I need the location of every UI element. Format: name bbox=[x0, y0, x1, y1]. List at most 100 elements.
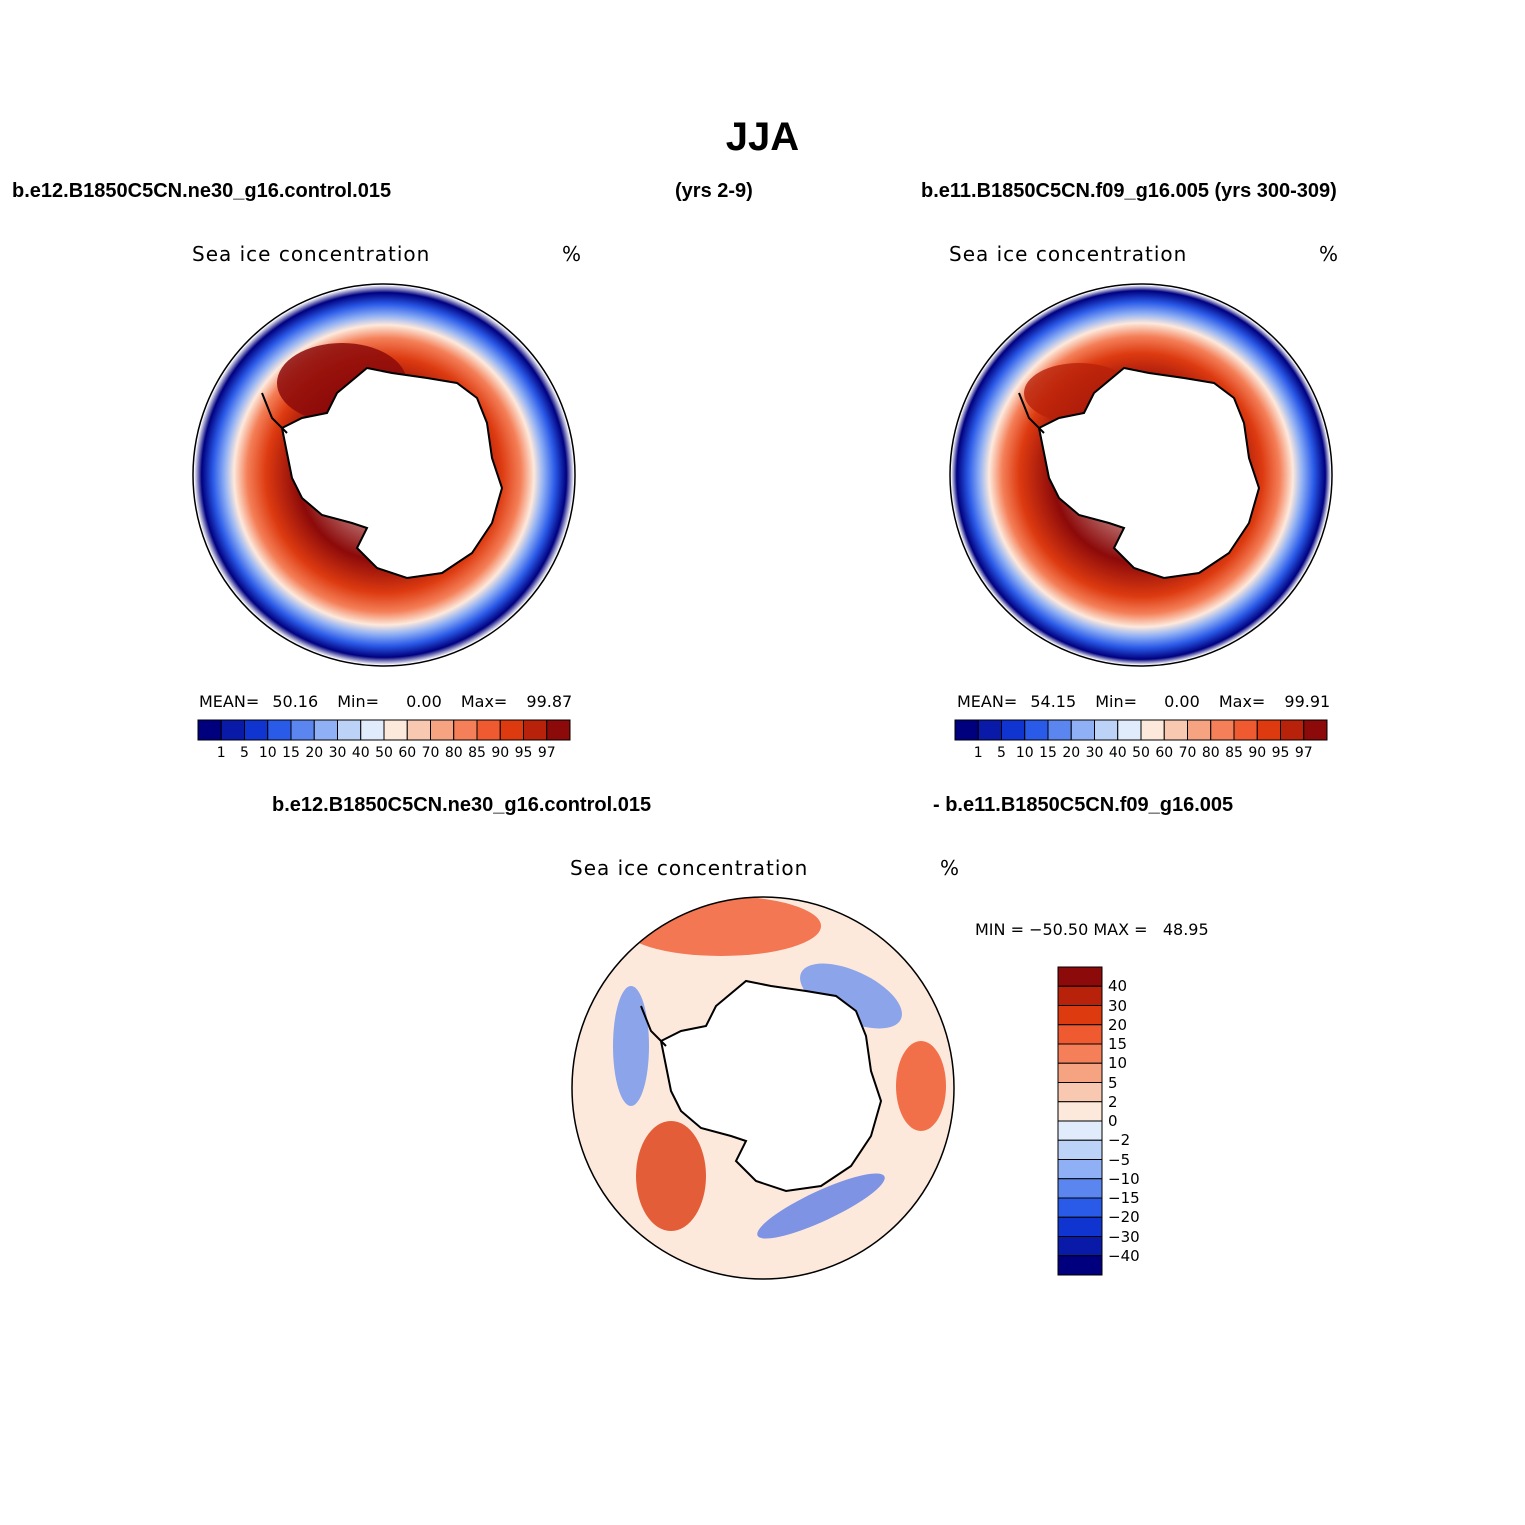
colorbar-tick-label: −5 bbox=[1108, 1150, 1131, 1169]
colorbar-tick-label: 10 bbox=[1108, 1054, 1128, 1073]
left-max-label: Max= bbox=[460, 692, 508, 711]
left-stats: MEAN= 50.16 Min= 0.00 Max= 99.87 bbox=[199, 692, 572, 711]
colorbar-tick-label: 0 bbox=[1108, 1112, 1118, 1130]
colorbar-swatch bbox=[313, 719, 338, 741]
right-case-label: b.e11.B1850C5CN.f09_g16.005 (yrs 300-309… bbox=[921, 180, 1337, 202]
diff-panel-units: % bbox=[940, 856, 961, 880]
colorbar-swatch bbox=[1057, 1062, 1103, 1083]
colorbar-swatch bbox=[1070, 719, 1095, 741]
colorbar-swatch bbox=[499, 719, 524, 741]
colorbar-swatch bbox=[1057, 985, 1103, 1006]
colorbar-tick-label: 20 bbox=[305, 745, 324, 761]
years-label: (yrs 2-9) bbox=[675, 180, 753, 202]
left-polar-map bbox=[192, 283, 576, 667]
colorbar-swatch bbox=[1057, 1255, 1103, 1276]
colorbar-swatch bbox=[523, 719, 548, 741]
colorbar-swatch bbox=[977, 719, 1002, 741]
colorbar-tick-label: 60 bbox=[398, 745, 417, 761]
colorbar-tick-label: 10 bbox=[258, 745, 277, 761]
colorbar-tick-label: 15 bbox=[282, 745, 300, 761]
colorbar-swatch bbox=[1117, 719, 1142, 741]
right-min-label: Min= bbox=[1095, 692, 1138, 711]
colorbar-tick-label: 85 bbox=[468, 745, 486, 761]
colorbar-swatch bbox=[267, 719, 292, 741]
colorbar-swatch bbox=[1057, 1120, 1103, 1141]
colorbar-swatch bbox=[406, 719, 431, 741]
colorbar-tick-label: 97 bbox=[537, 745, 556, 761]
right-max-value: 99.91 bbox=[1284, 692, 1331, 711]
colorbar-tick-label: 30 bbox=[1085, 745, 1104, 761]
colorbar-swatch bbox=[1057, 1159, 1103, 1180]
colorbar-tick-label: −30 bbox=[1108, 1227, 1140, 1246]
right-mean-value: 54.15 bbox=[1030, 692, 1077, 711]
colorbar-swatch bbox=[1057, 1101, 1103, 1122]
colorbar-tick-label: 95 bbox=[514, 745, 533, 761]
colorbar-tick-label: 15 bbox=[1108, 1035, 1128, 1053]
colorbar-swatch bbox=[1057, 1005, 1103, 1026]
right-max-label: Max= bbox=[1218, 692, 1266, 711]
colorbar-swatch bbox=[1140, 719, 1165, 741]
diff-case-a-label: b.e12.B1850C5CN.ne30_g16.control.015 bbox=[272, 794, 652, 816]
colorbar-swatch bbox=[1057, 1082, 1103, 1103]
page-title: JJA bbox=[725, 115, 800, 159]
left-mean-label: MEAN= bbox=[199, 692, 260, 711]
right-mean-label: MEAN= bbox=[957, 692, 1018, 711]
colorbar-tick-label: −2 bbox=[1108, 1131, 1131, 1150]
diff-polar-map bbox=[571, 896, 955, 1280]
colorbar-swatch bbox=[476, 719, 501, 741]
colorbar-tick-label: −40 bbox=[1108, 1246, 1140, 1265]
colorbar-tick-label: 80 bbox=[1201, 745, 1220, 761]
colorbar-swatch bbox=[1057, 1043, 1103, 1064]
colorbar-tick-label: 1 bbox=[973, 745, 983, 761]
colorbar-swatch bbox=[220, 719, 245, 741]
colorbar-swatch bbox=[453, 719, 478, 741]
colorbar-swatch bbox=[1094, 719, 1119, 741]
left-panel-title: Sea ice concentration bbox=[192, 242, 431, 266]
colorbar-swatch bbox=[1233, 719, 1258, 741]
colorbar-swatch bbox=[1057, 1024, 1103, 1045]
colorbar-swatch bbox=[1187, 719, 1212, 741]
colorbar-tick-label: 1 bbox=[216, 745, 226, 761]
colorbar-swatch bbox=[1280, 719, 1305, 741]
colorbar-swatch bbox=[290, 719, 315, 741]
right-stats: MEAN= 54.15 Min= 0.00 Max= 99.91 bbox=[957, 692, 1330, 711]
colorbar-tick-label: 40 bbox=[351, 745, 370, 761]
left-mean-value: 50.16 bbox=[272, 692, 319, 711]
colorbar-tick-label: 90 bbox=[1248, 745, 1267, 761]
colorbar-tick-label: −15 bbox=[1108, 1189, 1140, 1207]
colorbar-tick-label: 30 bbox=[1108, 996, 1128, 1015]
colorbar-tick-label: 20 bbox=[1062, 745, 1081, 761]
colorbar-swatch bbox=[360, 719, 385, 741]
left-panel-units: % bbox=[562, 242, 583, 266]
colorbar-swatch bbox=[383, 719, 408, 741]
right-colorbar-labels: 1 5 10 15 20 30 40 50 60 70 80 85 90 95 97 bbox=[955, 745, 1327, 763]
colorbar-tick-label: −20 bbox=[1108, 1208, 1140, 1227]
colorbar-swatch bbox=[1303, 719, 1328, 741]
colorbar-swatch bbox=[1057, 1236, 1103, 1257]
left-case-label: b.e12.B1850C5CN.ne30_g16.control.015 bbox=[12, 180, 392, 202]
left-max-value: 99.87 bbox=[526, 692, 573, 711]
colorbar-swatch bbox=[1256, 719, 1281, 741]
right-polar-map bbox=[949, 283, 1333, 667]
colorbar-tick-label: 10 bbox=[1015, 745, 1034, 761]
colorbar-swatch bbox=[1163, 719, 1188, 741]
colorbar-swatch bbox=[1210, 719, 1235, 741]
colorbar-tick-label: 40 bbox=[1108, 977, 1128, 996]
colorbar-swatch bbox=[546, 719, 571, 741]
right-panel-title: Sea ice concentration bbox=[949, 242, 1188, 266]
colorbar-swatch bbox=[1057, 1178, 1103, 1199]
colorbar-tick-label: 70 bbox=[421, 745, 440, 761]
left-colorbar bbox=[197, 719, 571, 741]
diff-case-b-label: - b.e11.B1850C5CN.f09_g16.005 bbox=[933, 794, 1234, 816]
colorbar-tick-label: 70 bbox=[1178, 745, 1197, 761]
colorbar-tick-label: 90 bbox=[491, 745, 510, 761]
colorbar-swatch bbox=[1047, 719, 1072, 741]
colorbar-tick-label: 50 bbox=[1132, 745, 1150, 761]
colorbar-swatch bbox=[1024, 719, 1049, 741]
colorbar-swatch bbox=[954, 719, 979, 741]
colorbar-tick-label: 20 bbox=[1108, 1015, 1128, 1034]
colorbar-tick-label: 60 bbox=[1155, 745, 1174, 761]
colorbar-tick-label: 50 bbox=[375, 745, 393, 761]
diff-minmax: MIN = −50.50 MAX = 48.95 bbox=[975, 920, 1209, 939]
diff-colorbar-labels: 40 30 20 15 10 5 2 0 −2 −5 −10 −15 −20 −30 −40 bbox=[1108, 967, 1168, 1275]
